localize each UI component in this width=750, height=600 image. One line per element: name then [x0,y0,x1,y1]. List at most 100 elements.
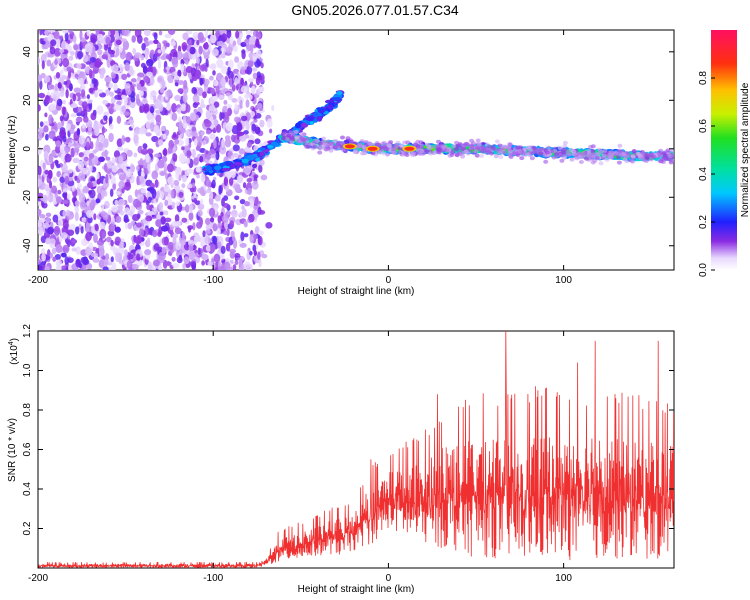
heat-cell [229,220,235,229]
heat-cell [70,113,77,118]
heat-cell [242,167,251,174]
heat-cell [145,153,150,163]
heat-cell [241,158,249,164]
heat-cell [155,219,162,227]
heat-cell [143,105,149,114]
heat-cell [144,249,152,256]
heat-cell [55,244,63,253]
heat-cell [131,264,139,270]
heat-cell [210,88,215,95]
heat-cell [205,165,212,172]
heat-cell [188,244,194,252]
heat-cell [154,153,161,158]
heat-cell [68,142,72,148]
heat-cell [130,174,135,184]
heat-cell [123,218,130,223]
heat-cell [218,94,225,101]
heat-cell [110,175,116,185]
heat-cell [166,89,173,98]
heat-cell [204,41,209,50]
heat-cell [134,236,142,244]
heat-cell [252,244,257,252]
heat-cell [196,39,200,46]
heat-cell [212,70,216,76]
heat-cell [204,236,211,245]
heat-cell [217,222,223,228]
heat-cell [57,189,62,195]
heat-cell [153,32,158,41]
heat-cell [136,222,142,228]
heat-cell [133,134,139,144]
heat-cell [212,95,219,101]
heat-cell [78,191,82,195]
heat-cell [239,136,247,142]
heat-cell [212,79,219,87]
heat-cell [130,84,134,92]
heat-cell [165,66,171,71]
heat-cell [185,137,190,146]
heat-cell [167,176,175,185]
heat-cell [123,111,130,116]
heat-cell [234,260,239,265]
heat-cell [64,256,70,265]
heat-cell [158,202,164,211]
heat-cell [261,253,268,259]
heat-cell [80,256,88,264]
heat-cell [98,156,105,163]
heat-cell [204,119,212,128]
heat-cell [231,209,238,218]
heat-cell [86,263,93,270]
heat-cell [172,153,178,162]
heat-cell [247,60,254,68]
heat-cell [52,256,57,262]
heat-cell [218,185,222,195]
heat-cell [72,34,77,44]
heat-cell [38,208,42,216]
heat-cell [119,240,125,249]
heat-cell [221,197,225,207]
heat-cell [178,191,184,198]
heat-cell [67,229,75,236]
heat-cell [112,183,117,190]
heat-cell [260,174,268,181]
heat-cell [256,71,261,79]
heat-cell [332,96,341,101]
heat-cell [157,231,162,238]
heat-cell [246,142,252,148]
heat-cell [105,174,109,184]
heat-cell [125,52,133,62]
heat-cell [96,239,105,246]
heat-cell [258,259,262,268]
heat-cell [271,105,275,111]
heat-cell [175,241,181,251]
heat-cell [251,67,258,72]
heat-cell [249,234,255,244]
heat-cell [54,59,58,65]
heat-cell [220,47,225,52]
heat-cell [163,236,169,246]
heat-cell [172,263,180,269]
heat-cell [101,54,109,60]
heat-cell [98,134,105,144]
heat-cell [183,256,190,265]
heat-cell [193,108,198,114]
heat-cell [119,210,125,216]
heat-cell [195,69,202,79]
heat-cell [137,160,144,166]
heat-cell [180,127,186,134]
heat-cell [77,50,83,60]
heat-cell [131,123,135,129]
heat-cell [253,234,258,240]
heat-cell [88,87,94,94]
heat-cell [241,115,248,122]
heat-cell [52,214,59,223]
heat-cell [102,99,108,105]
heat-cell [81,101,88,109]
heat-cell [146,66,153,74]
heat-cell [93,86,98,91]
heat-cell [226,30,232,39]
heat-cell [259,119,265,128]
heat-cell [249,80,254,87]
heat-cell [183,79,188,90]
heat-cell [147,264,153,270]
